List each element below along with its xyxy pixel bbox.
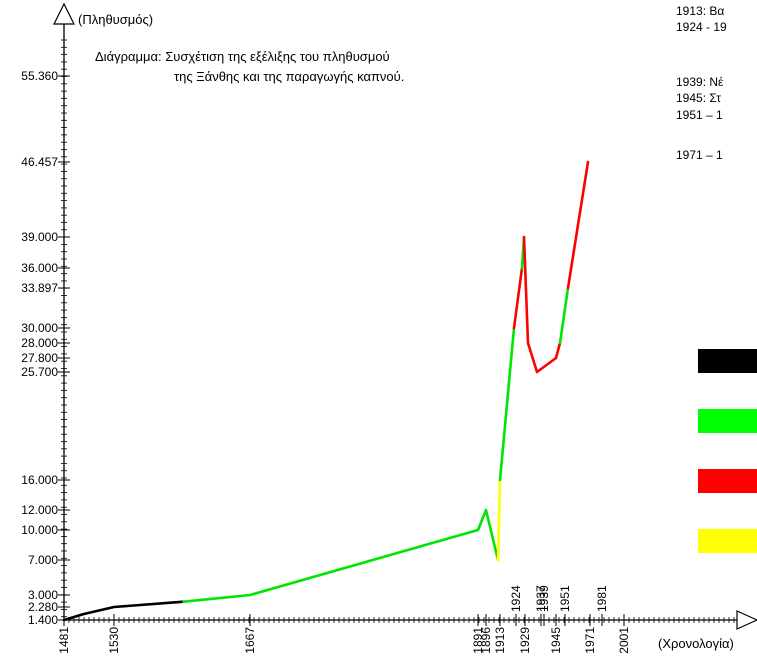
y-tick-label: 27.800 [21, 351, 58, 365]
y-tick-label: 2.280 [28, 600, 58, 614]
y-tick-label: 28.000 [21, 336, 58, 350]
y-tick-label: 33.897 [21, 281, 58, 295]
legend-black-swatch [698, 349, 757, 373]
annotation-1939: 1939: Νέ [676, 75, 724, 89]
x-tick-label-upper: 1924 [509, 585, 523, 612]
x-tick-label-upper: 1981 [595, 585, 609, 612]
chart-lines [62, 160, 590, 622]
axis-ticks [61, 39, 735, 623]
x-axis-title: (Χρονολογία) [658, 636, 734, 651]
legend-green-swatch [698, 409, 757, 433]
y-axis-arrow-icon [53, 2, 75, 25]
chart-title-line-1: Διάγραμμα: Συσχέτιση της εξέλιξης του πλ… [95, 49, 390, 64]
y-tick-label: 46.457 [21, 155, 58, 169]
x-tick-label: 1945 [549, 627, 563, 654]
annotation-1945: 1945: Στ [676, 91, 721, 105]
y-tick-label: 16.000 [21, 473, 58, 487]
line-segment-red [522, 235, 562, 374]
x-tick-label: 1971 [583, 627, 597, 654]
x-tick-label-upper: 1937 [534, 585, 548, 612]
y-tick-label: 10.000 [21, 523, 58, 537]
x-tick-label: 1481 [57, 627, 71, 654]
line-segment-green [558, 286, 570, 345]
annotation-1971: 1971 – 1 [676, 148, 723, 162]
y-tick-label: 7.000 [28, 553, 58, 567]
x-tick-label: 2001 [617, 627, 631, 654]
x-tick-label: 1929 [518, 627, 532, 654]
axis-labels: 55.360 46.457 39.000 36.000 33.897 30.00028.0… [21, 69, 631, 654]
y-tick-label: 55.360 [21, 69, 58, 83]
y-tick-label: 12.000 [21, 503, 58, 517]
annotation-1924: 1924 - 19 [676, 20, 727, 34]
annotation-1951: 1951 – 1 [676, 108, 723, 122]
line-segment-red [512, 266, 524, 330]
line-segment-red [566, 160, 590, 290]
x-tick-label: 1667 [243, 627, 257, 654]
x-tick-label: 1896 [479, 627, 493, 654]
line-segment-green [498, 326, 516, 482]
y-tick-label: 1.400 [28, 613, 58, 627]
annotation-1913: 1913: Βα [676, 4, 724, 18]
x-tick-label: 1530 [107, 627, 121, 654]
x-tick-label-upper: 1939 [537, 585, 551, 612]
y-tick-label: 30.000 [21, 321, 58, 335]
chart-title-line-2: της Ξάνθης και της παραγωγής καπνού. [174, 69, 404, 84]
line-segment-green [182, 508, 500, 604]
x-axis-arrow-icon [736, 610, 757, 630]
line-segment-black [62, 600, 185, 622]
legend-yellow-swatch [698, 529, 757, 553]
legend-red-swatch [698, 469, 757, 493]
x-tick-label: 1891 [471, 627, 485, 654]
line-segment-yellow [496, 478, 502, 562]
y-axis-title: (Πληθυσμός) [78, 12, 153, 27]
y-tick-label: 25.700 [21, 365, 58, 379]
y-tick-label: 3.000 [28, 588, 58, 602]
y-tick-label: 36.000 [21, 261, 58, 275]
y-tick-label: 39.000 [21, 230, 58, 244]
x-tick-label: 1913 [493, 627, 507, 654]
x-tick-label-upper: 1951 [558, 585, 572, 612]
